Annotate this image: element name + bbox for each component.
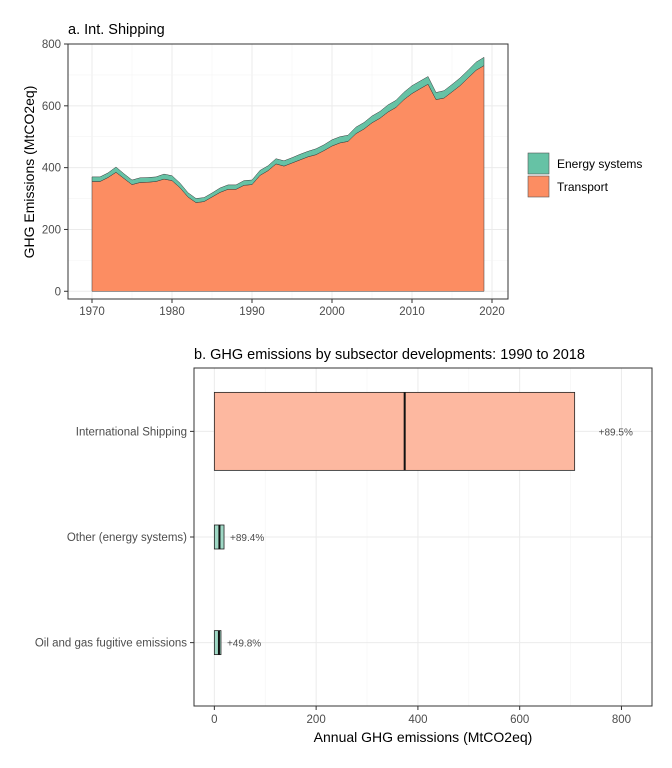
panel-a-x-tick-label: 2000 bbox=[319, 306, 345, 318]
panel-a-y-tick-label: 200 bbox=[42, 224, 61, 236]
panel-b-x-tick-label: 600 bbox=[510, 714, 529, 726]
panel-b-x-tick-label: 800 bbox=[612, 714, 631, 726]
bar-data-label: +89.4% bbox=[230, 533, 264, 544]
bar-data-label: +89.5% bbox=[599, 427, 633, 438]
panel-a-y-axis-title: GHG Emissions (MtCO2eq) bbox=[21, 86, 37, 259]
panel-a-title: a. Int. Shipping bbox=[68, 22, 165, 38]
panel-b-x-axis: 0 200 400 600 800 bbox=[211, 706, 631, 726]
panel-a-y-tick-label: 0 bbox=[55, 286, 61, 298]
panel-a: a. Int. Shipping 1970 1980 1990 2000 2010 202… bbox=[21, 22, 642, 318]
panel-b-y-axis: International Shipping Other (energy syst… bbox=[35, 426, 194, 650]
panel-a-areas bbox=[91, 56, 485, 292]
legend-label-transport: Transport bbox=[557, 180, 609, 194]
panel-b-x-tick-label: 400 bbox=[408, 714, 427, 726]
panel-b-category-label: Other (energy systems) bbox=[67, 532, 187, 544]
legend-item-transport: Transport bbox=[527, 175, 609, 198]
legend-swatch-transport bbox=[527, 175, 550, 198]
panel-a-y-tick-label: 800 bbox=[42, 39, 61, 51]
area-energy-systems bbox=[91, 56, 485, 203]
panel-b-category-label: International Shipping bbox=[76, 426, 187, 438]
panel-b: b. GHG emissions by subsector developmen… bbox=[35, 347, 653, 745]
panel-a-plot-border bbox=[67, 43, 509, 300]
panel-b-x-tick-label: 0 bbox=[211, 714, 217, 726]
legend-item-energy-systems: Energy systems bbox=[527, 152, 642, 175]
legend-swatch-energy-systems bbox=[527, 152, 550, 175]
panel-a-x-tick-label: 1990 bbox=[239, 306, 265, 318]
panel-b-bars: +89.5% +89.4% +49.8% bbox=[213, 391, 633, 656]
bar bbox=[213, 630, 222, 656]
panel-a-x-axis: 1970 1980 1990 2000 2010 2020 bbox=[79, 299, 505, 318]
panel-a-legend: Energy systems Transport bbox=[527, 152, 642, 198]
bar bbox=[213, 391, 576, 471]
panel-a-x-tick-label: 2010 bbox=[399, 306, 425, 318]
bar-data-label: +49.8% bbox=[227, 639, 261, 650]
panel-a-x-tick-label: 2020 bbox=[479, 306, 505, 318]
panel-b-category-label: Oil and gas fugitive emissions bbox=[35, 638, 187, 650]
panel-a-y-tick-label: 400 bbox=[42, 163, 61, 175]
panel-a-y-tick-label: 600 bbox=[42, 101, 61, 113]
panel-b-title: b. GHG emissions by subsector developmen… bbox=[194, 347, 585, 363]
legend-label-energy-systems: Energy systems bbox=[557, 157, 642, 171]
panel-a-x-tick-label: 1970 bbox=[79, 306, 105, 318]
panel-a-y-axis: 0 200 400 600 800 bbox=[42, 39, 68, 298]
panel-b-x-tick-label: 200 bbox=[307, 714, 326, 726]
panel-b-x-axis-title: Annual GHG emissions (MtCO2eq) bbox=[314, 729, 533, 745]
panel-a-x-tick-label: 1980 bbox=[159, 306, 185, 318]
